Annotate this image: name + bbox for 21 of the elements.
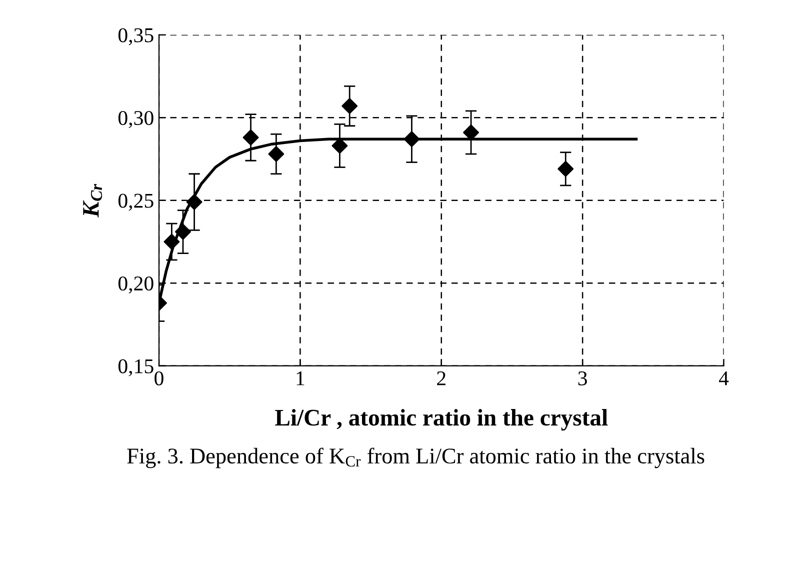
point: [558, 160, 574, 177]
point: [342, 98, 358, 114]
x-tick-label: 2: [437, 371, 446, 386]
y-tick-label: 0,15: [118, 359, 154, 376]
point: [404, 131, 420, 148]
point: [186, 194, 202, 210]
point: [268, 146, 284, 162]
y-tick-label: 0,20: [118, 276, 154, 294]
y-tick-label: 0,35: [118, 28, 154, 46]
y-axis-title: K$_{Cr}$: [83, 184, 102, 218]
x-tick-label: 1: [296, 371, 304, 386]
x-tick-label: 3: [578, 371, 587, 386]
y-tick-label: 0,30: [118, 110, 154, 128]
x-tick-label: 4: [718, 371, 729, 386]
y-tick-label: 0,25: [118, 194, 154, 211]
point: [175, 224, 191, 240]
point: [164, 234, 180, 250]
point: [242, 129, 259, 146]
x-tick-label: 0: [154, 371, 164, 386]
x-axis-title: Li/Cr , atomic ratio in the crystal: [275, 409, 608, 431]
caption: Fig. 3. Dependence of K$_{Cr}$ from Li/Cr atomic ratio in the crystals: [127, 448, 704, 468]
